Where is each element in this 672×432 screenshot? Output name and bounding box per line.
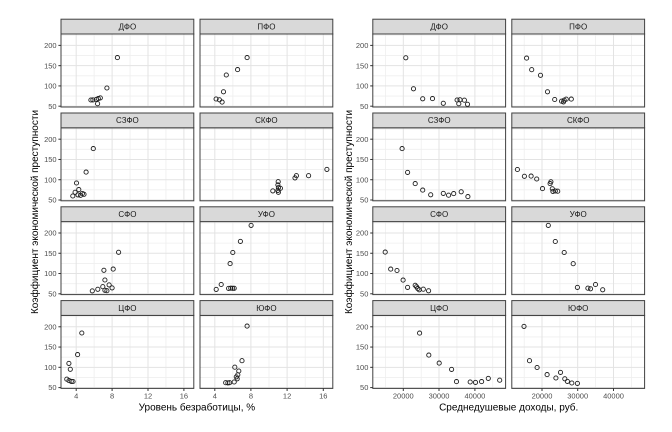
svg-text:30000: 30000 — [567, 392, 588, 401]
svg-text:100: 100 — [356, 82, 369, 91]
svg-text:150: 150 — [356, 249, 369, 258]
svg-text:40000: 40000 — [464, 392, 485, 401]
svg-text:200: 200 — [356, 41, 369, 50]
svg-text:50: 50 — [48, 102, 56, 111]
svg-text:150: 150 — [356, 61, 369, 70]
svg-text:150: 150 — [44, 249, 57, 258]
svg-text:150: 150 — [44, 343, 57, 352]
svg-text:4: 4 — [74, 392, 78, 401]
svg-text:20000: 20000 — [532, 392, 553, 401]
svg-text:Среднедушевые доходы, руб.: Среднедушевые доходы, руб. — [439, 402, 578, 414]
svg-text:Коэффициент экономической прес: Коэффициент экономической преступности — [343, 110, 355, 314]
svg-text:ПФО: ПФО — [569, 22, 587, 31]
svg-text:СФО: СФО — [430, 210, 448, 219]
svg-text:100: 100 — [356, 363, 369, 372]
svg-text:30000: 30000 — [429, 392, 450, 401]
svg-text:40000: 40000 — [603, 392, 624, 401]
svg-text:50: 50 — [360, 383, 368, 392]
svg-text:150: 150 — [44, 155, 57, 164]
svg-text:50: 50 — [360, 289, 368, 298]
svg-text:СЗФО: СЗФО — [116, 116, 139, 125]
svg-text:СКФО: СКФО — [255, 116, 277, 125]
svg-text:100: 100 — [44, 363, 57, 372]
svg-text:Коэффициент экономической прес: Коэффициент экономической преступности — [29, 110, 41, 314]
svg-text:100: 100 — [44, 175, 57, 184]
svg-text:ЮФО: ЮФО — [256, 304, 276, 313]
svg-text:50: 50 — [48, 289, 56, 298]
svg-text:ДФО: ДФО — [430, 22, 448, 31]
svg-text:200: 200 — [44, 229, 57, 238]
svg-text:50: 50 — [48, 383, 56, 392]
svg-text:100: 100 — [44, 269, 57, 278]
svg-text:Уровень безработицы, %: Уровень безработицы, % — [139, 402, 256, 414]
svg-text:ЦФО: ЦФО — [430, 304, 448, 313]
svg-text:12: 12 — [283, 392, 291, 401]
svg-text:50: 50 — [360, 196, 368, 205]
svg-text:100: 100 — [356, 269, 369, 278]
svg-text:100: 100 — [44, 82, 57, 91]
svg-text:ЦФО: ЦФО — [118, 304, 136, 313]
svg-text:УФО: УФО — [258, 210, 275, 219]
svg-text:20000: 20000 — [393, 392, 414, 401]
svg-text:200: 200 — [44, 41, 57, 50]
svg-text:ПФО: ПФО — [257, 22, 275, 31]
svg-text:СФО: СФО — [118, 210, 136, 219]
svg-text:4: 4 — [213, 392, 217, 401]
svg-text:50: 50 — [48, 196, 56, 205]
svg-text:150: 150 — [356, 343, 369, 352]
svg-text:12: 12 — [144, 392, 152, 401]
svg-text:200: 200 — [44, 135, 57, 144]
svg-text:200: 200 — [356, 135, 369, 144]
svg-text:200: 200 — [356, 322, 369, 331]
svg-text:200: 200 — [356, 229, 369, 238]
svg-text:СЗФО: СЗФО — [428, 116, 451, 125]
svg-text:8: 8 — [110, 392, 114, 401]
svg-text:СКФО: СКФО — [567, 116, 589, 125]
svg-text:200: 200 — [44, 322, 57, 331]
svg-text:100: 100 — [356, 175, 369, 184]
svg-text:ЮФО: ЮФО — [568, 304, 588, 313]
svg-text:8: 8 — [249, 392, 253, 401]
svg-text:ДФО: ДФО — [119, 22, 137, 31]
svg-text:16: 16 — [319, 392, 327, 401]
svg-text:50: 50 — [360, 102, 368, 111]
svg-text:150: 150 — [356, 155, 369, 164]
svg-text:16: 16 — [180, 392, 188, 401]
svg-text:150: 150 — [44, 61, 57, 70]
svg-text:УФО: УФО — [570, 210, 587, 219]
